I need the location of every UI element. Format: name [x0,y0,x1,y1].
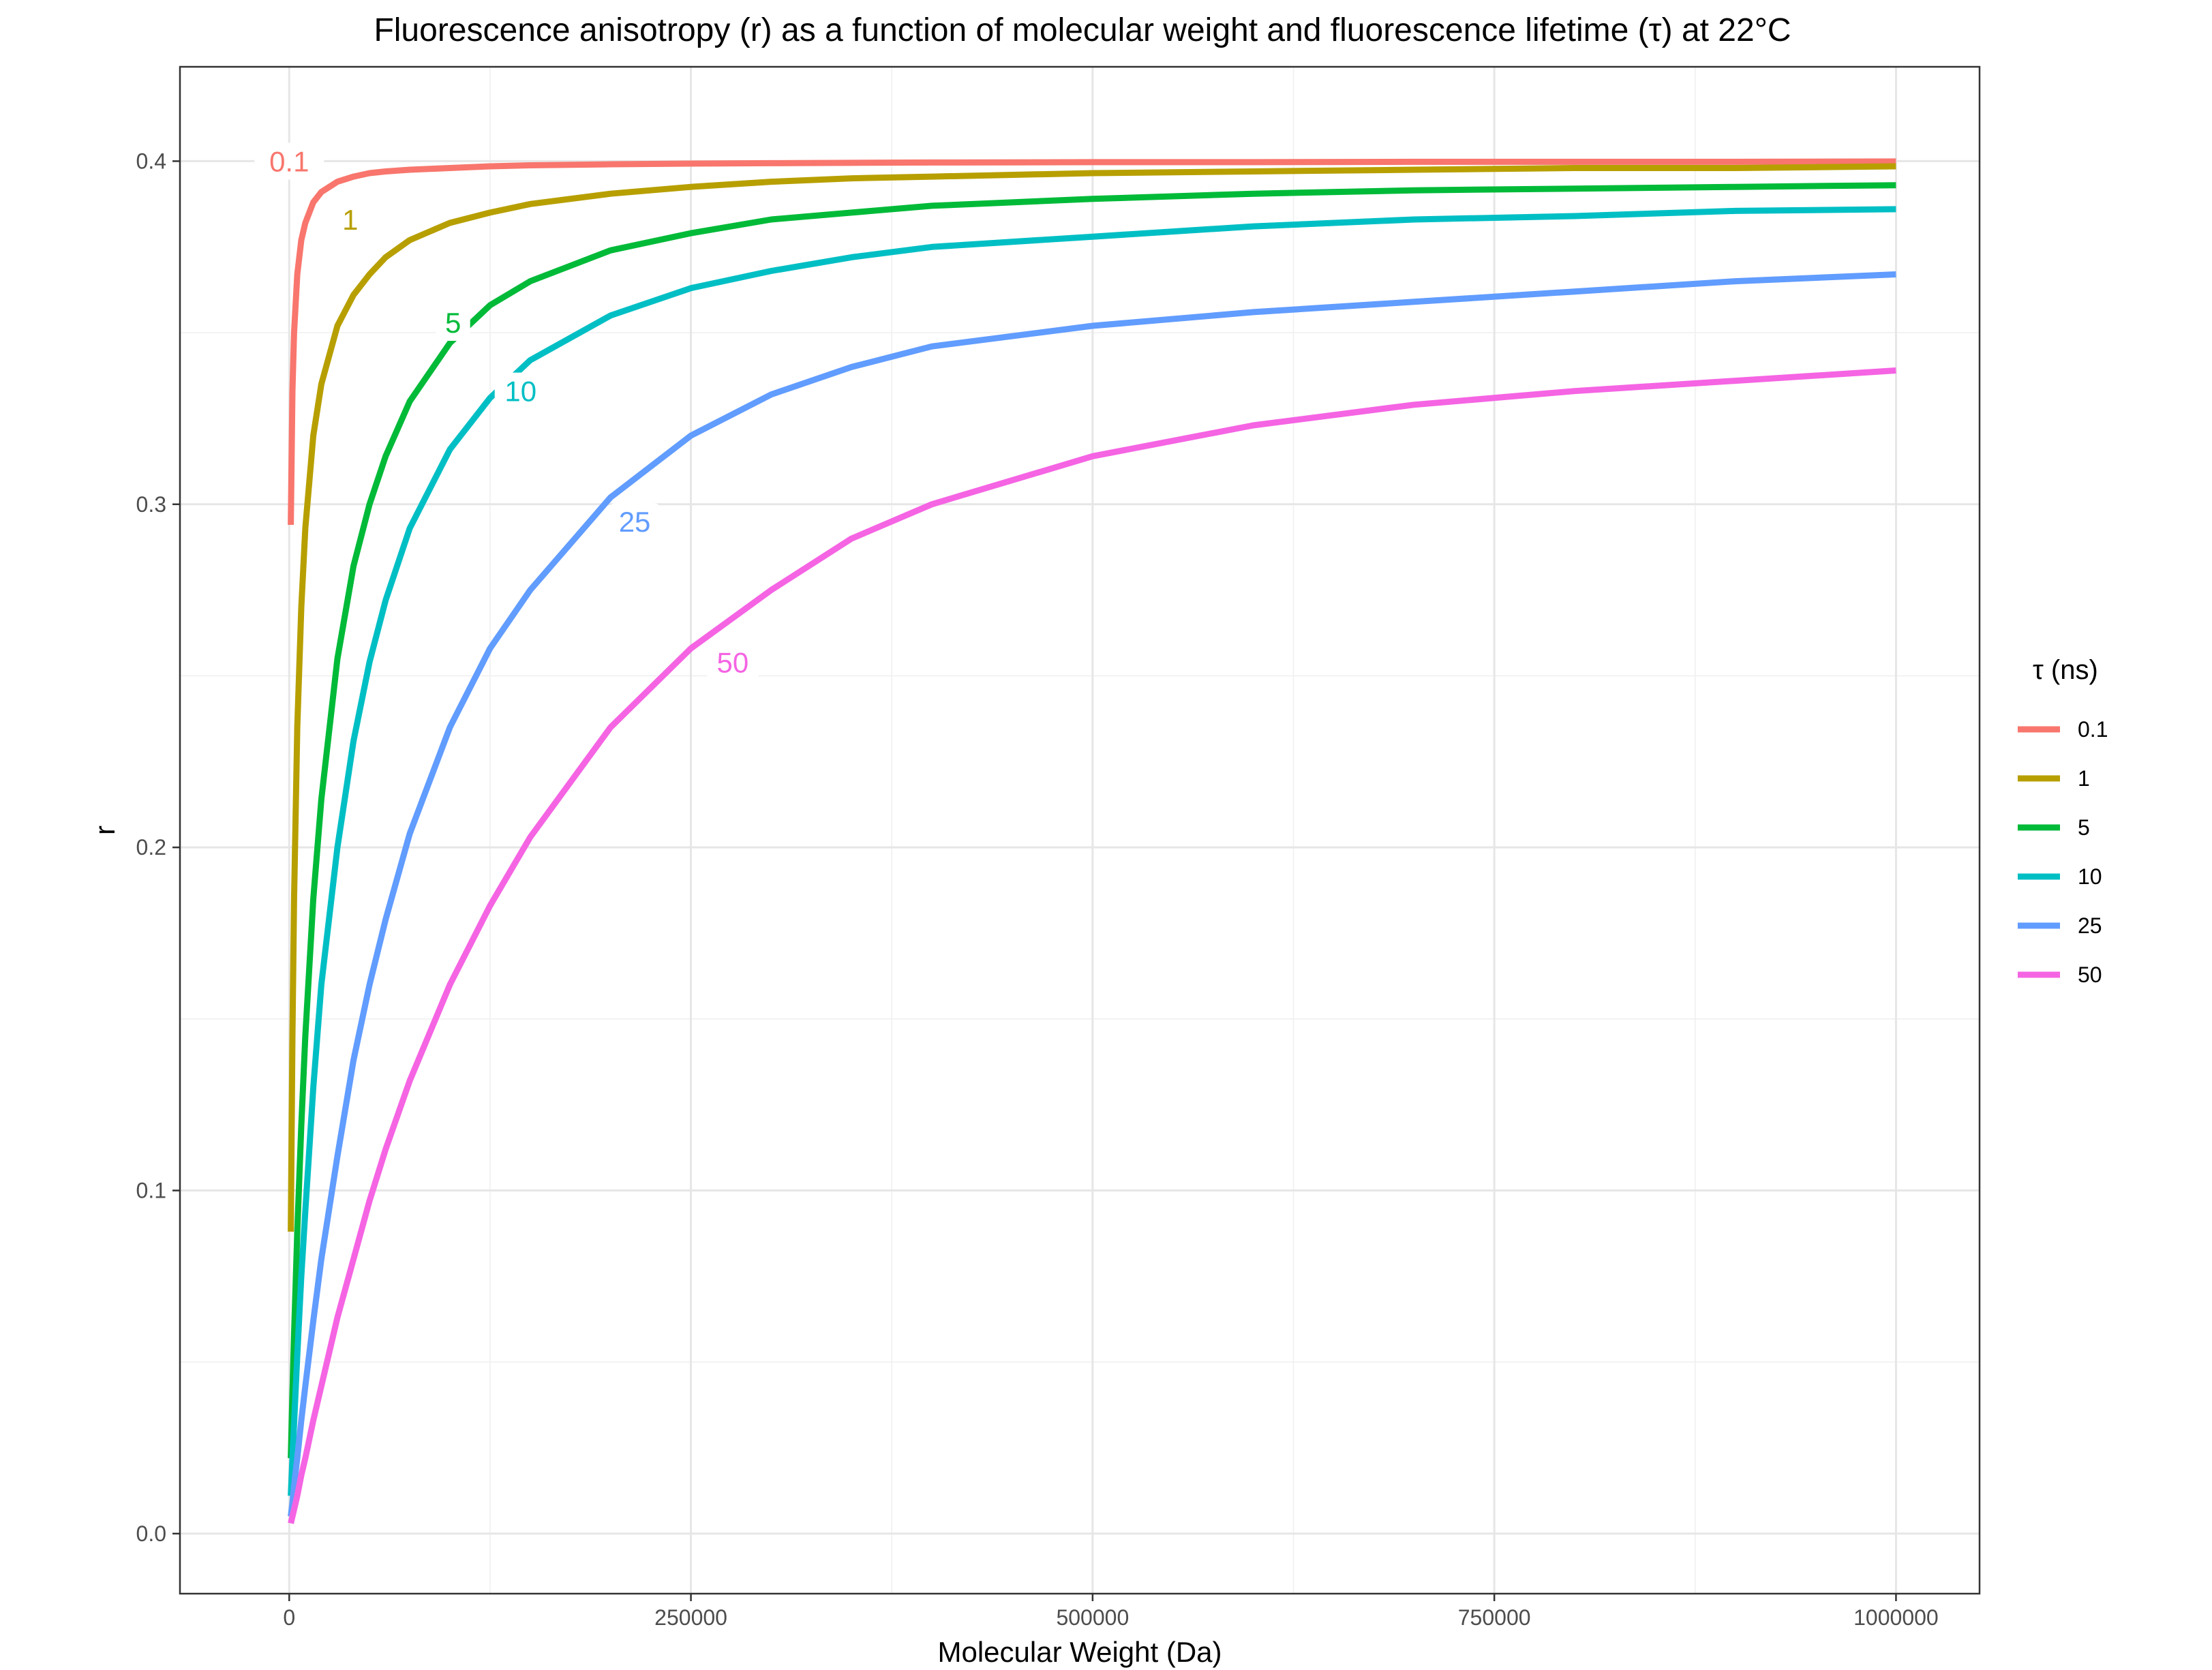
curve-label-25: 25 [619,506,651,538]
x-tick-label: 750000 [1458,1605,1531,1630]
legend: τ (ns) 0.1 1 5 10 25 50 [2018,655,2108,987]
series-line-10 [288,206,1896,1496]
curve-label-background [706,643,759,681]
curve-label-background [436,304,470,341]
panel-border [179,65,1981,1595]
chart-title: Fluorescence anisotropy (r) as a functio… [374,12,1791,48]
y-tick-label: 0.4 [136,149,166,173]
y-tick-label: 0.1 [136,1179,166,1203]
curve-label-background [609,502,661,540]
axis-layer: 0 250000 500000 750000 1000000 0.0 0.1 0.2 0.3 0.… [136,149,1939,1630]
x-tick-label: 1000000 [1853,1605,1939,1630]
curve-label-10: 10 [504,376,536,408]
y-tick-label: 0.2 [136,835,166,860]
legend-label-50: 50 [2078,962,2102,987]
legend-title: τ (ns) [2033,655,2098,685]
series-line-0-1 [288,158,1896,526]
series-line-1 [288,163,1896,1232]
x-tick-label: 250000 [654,1605,727,1630]
curve-label-50: 50 [716,646,748,678]
curve-label-layer: 0.1 1 5 10 25 50 [254,142,759,681]
curve-label-background [254,142,324,180]
legend-label-1: 1 [2078,766,2090,791]
curve-label-1: 1 [342,204,358,236]
curve-label-0-1: 0.1 [269,145,309,177]
curve-layer [288,158,1896,1524]
curve-label-background [333,201,367,238]
y-tick-label: 0.3 [136,492,166,517]
series-line-25 [288,271,1896,1517]
legend-label-0-1: 0.1 [2078,717,2108,742]
legend-label-25: 25 [2078,913,2102,938]
series-line-50 [288,367,1896,1524]
y-tick-label: 0.0 [136,1521,166,1546]
legend-label-5: 5 [2078,815,2090,840]
legend-label-10: 10 [2078,864,2102,889]
curve-label-background [494,372,547,410]
y-axis-title: r [89,825,121,835]
x-axis-title: Molecular Weight (Da) [937,1636,1222,1668]
series-line-5 [288,182,1896,1459]
x-tick-label: 500000 [1056,1605,1129,1630]
grid-layer [180,67,1980,1594]
curve-label-5: 5 [445,307,461,339]
x-tick-label: 0 [283,1605,295,1630]
